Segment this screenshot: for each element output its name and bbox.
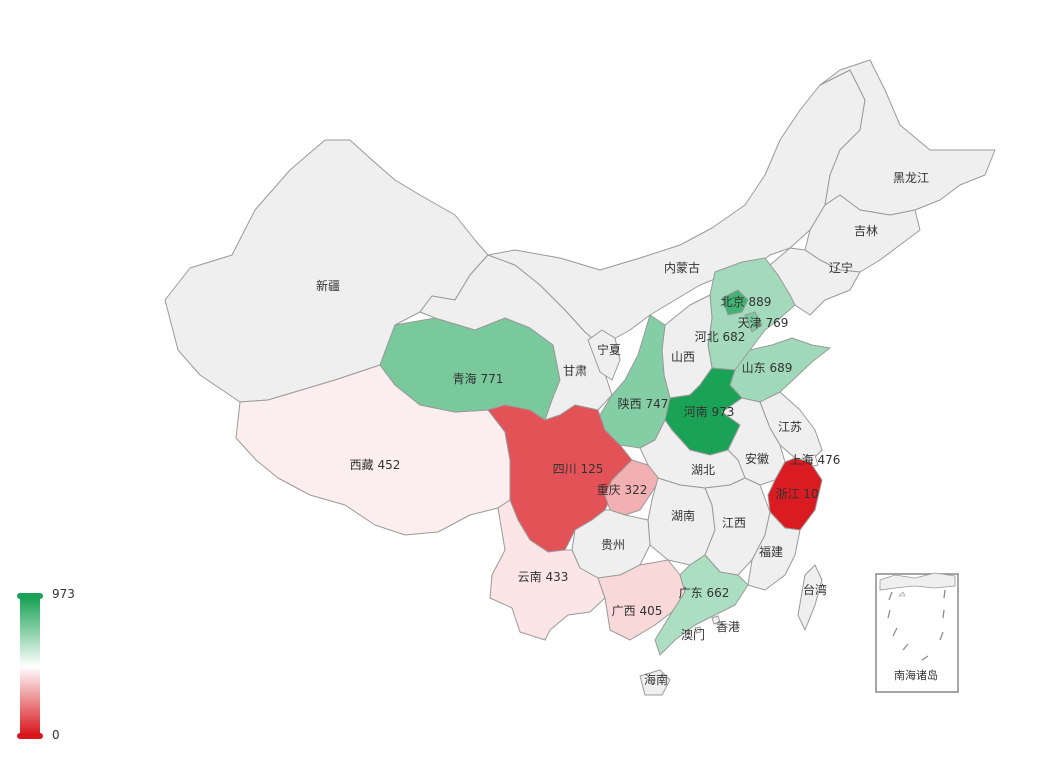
label-anhui: 安徽 [745,451,769,466]
visual-map-bar [20,598,40,735]
label-chongqing: 重庆 322 [597,483,648,497]
visual-map-max-label: 973 [52,587,75,601]
region-ningxia[interactable] [587,329,621,381]
visual-map-bottom-handle[interactable] [17,733,43,739]
nine-dash-line-icon [887,589,946,661]
label-ningxia: 宁夏 [597,342,621,357]
region-zhejiang[interactable] [767,457,823,531]
label-hainan: 海南 [644,672,668,687]
label-jiangxi: 江西 [722,516,746,530]
south-china-sea-inset: 南海诸岛 [875,572,959,693]
label-tianjin: 天津 769 [738,316,789,330]
label-guangxi: 广西 405 [612,604,663,618]
region-beijing[interactable] [721,289,749,316]
label-zhejiang: 浙江 10 [775,487,818,501]
label-guangdong: 广东 662 [679,586,730,600]
region-hainan[interactable] [639,669,671,696]
label-shanxi: 山西 [671,350,695,364]
label-hubei: 湖北 [691,462,715,477]
label-jilin: 吉林 [854,224,878,238]
region-tianjin[interactable] [744,311,763,333]
label-fujian: 福建 [759,544,783,559]
region-heilongjiang[interactable] [819,59,996,216]
label-shandong: 山东 689 [742,361,793,375]
region-gansu[interactable] [419,254,613,421]
label-hunan: 湖南 [671,508,695,523]
region-macau[interactable] [694,626,702,634]
visual-map-top-handle[interactable] [17,593,43,599]
inset-label: 南海诸岛 [894,668,938,682]
label-beijing: 北京 889 [721,295,772,309]
region-hongkong[interactable] [711,615,721,625]
region-fujian[interactable] [747,511,801,591]
label-heilongjiang: 黑龙江 [893,171,929,185]
label-hebei: 河北 682 [695,330,746,344]
label-yunnan: 云南 433 [518,569,569,584]
label-neimenggu: 内蒙古 [664,260,700,275]
visual-map-min-label: 0 [52,728,60,742]
label-henan: 河南 973 [684,404,735,419]
label-hongkong: 香港 [716,620,740,634]
label-guizhou: 贵州 [601,538,625,552]
label-xizang: 西藏 452 [350,458,401,472]
label-liaoning: 辽宁 [829,260,853,275]
label-shaanxi: 陕西 747 [618,396,669,411]
label-gansu: 甘肃 [563,364,587,378]
label-qinghai: 青海 771 [453,371,504,386]
label-sichuan: 四川 125 [553,462,604,476]
label-shanghai: 上海 476 [790,452,841,467]
label-taiwan: 台湾 [803,582,827,597]
region-taiwan[interactable] [797,564,823,631]
region-yunnan[interactable] [489,499,606,641]
label-macau: 澳门 [681,627,705,642]
region-guangdong[interactable] [654,554,749,656]
visual-map-legend: 973 0 [17,587,75,742]
label-xinjiang: 新疆 [316,278,340,293]
label-jiangsu: 江苏 [778,420,802,434]
